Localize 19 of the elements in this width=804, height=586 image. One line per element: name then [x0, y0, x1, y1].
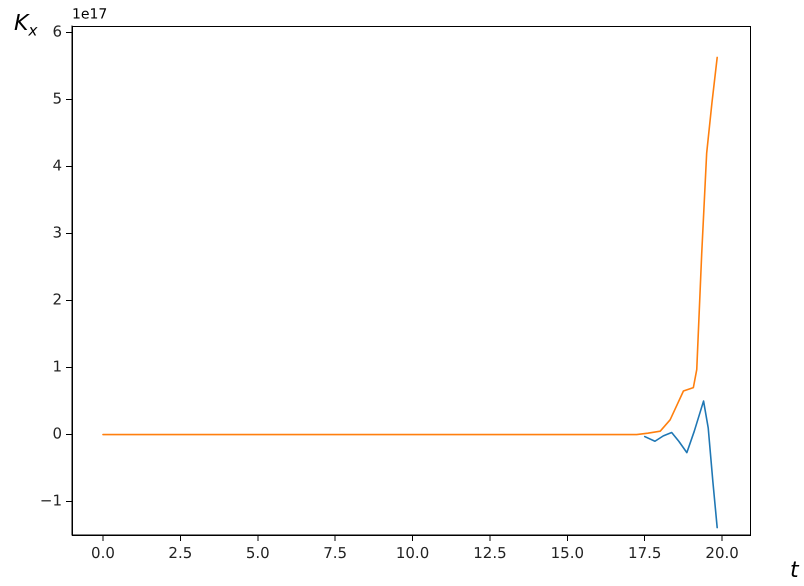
- y-tick-label: 5: [52, 90, 62, 108]
- x-tick-label: 7.5: [323, 544, 348, 562]
- y-tick-label: 0: [52, 424, 62, 442]
- x-tick-label: 20.0: [705, 544, 739, 562]
- x-axis-title: t: [790, 558, 800, 583]
- text: 1e17: [72, 6, 108, 23]
- y-tick-label: 2: [52, 290, 62, 308]
- x-tick-label: 15.0: [550, 544, 584, 562]
- x-tick-label: 12.5: [473, 544, 507, 562]
- y-tick-label: 6: [52, 22, 62, 41]
- x-tick-label: 5.0: [246, 544, 270, 562]
- y-tick-label: −1: [40, 491, 62, 510]
- x-tick-label: 2.5: [168, 544, 192, 562]
- y-tick-label: 3: [52, 224, 62, 242]
- x-tick-label: 17.5: [628, 544, 662, 562]
- y-tick-label: 4: [52, 156, 62, 175]
- x-tick-label: 0.0: [91, 544, 115, 562]
- x-tick-label: 10.0: [396, 544, 430, 562]
- y-tick-label: 1: [52, 357, 62, 376]
